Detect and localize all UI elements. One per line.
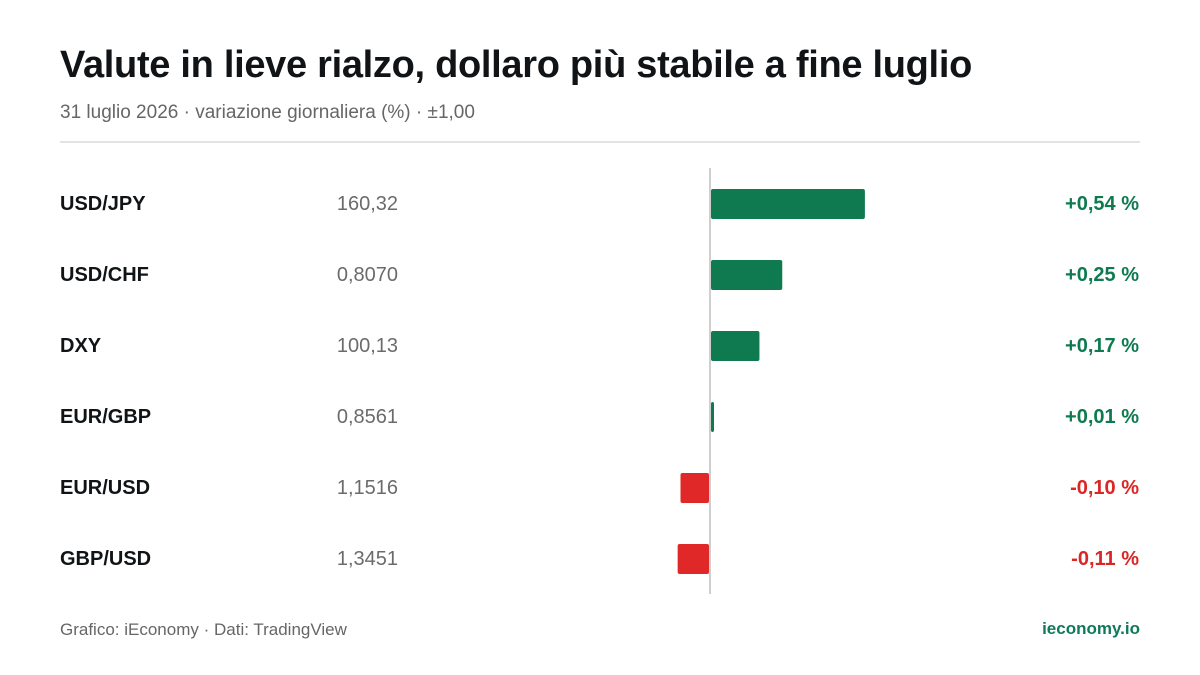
- bar: [711, 402, 714, 432]
- value-label: +0,54 %: [1065, 193, 1139, 215]
- price-label: 100,13: [337, 335, 398, 357]
- value-label: +0,25 %: [1065, 264, 1139, 286]
- value-label: +0,01 %: [1065, 406, 1139, 428]
- category-label: EUR/USD: [60, 477, 150, 499]
- site-link[interactable]: ieconomy.io: [1042, 619, 1140, 638]
- bar: [711, 189, 865, 219]
- source-credit: Grafico: iEconomy · Dati: TradingView: [60, 620, 347, 639]
- category-label: DXY: [60, 335, 102, 357]
- chart-title: Valute in lieve rialzo, dollaro più stab…: [60, 44, 972, 86]
- value-label: -0,11 %: [1071, 548, 1139, 570]
- bar: [677, 544, 709, 574]
- value-label: +0,17 %: [1065, 335, 1139, 357]
- header-divider: [60, 141, 1140, 143]
- bar: [711, 331, 760, 361]
- category-label: USD/CHF: [60, 264, 149, 286]
- bar: [711, 260, 783, 290]
- category-label: USD/JPY: [60, 193, 146, 215]
- category-label: GBP/USD: [60, 548, 151, 570]
- value-label: -0,10 %: [1070, 477, 1139, 499]
- price-label: 160,32: [337, 193, 398, 215]
- bar: [680, 473, 709, 503]
- price-label: 0,8070: [337, 264, 398, 286]
- category-label: EUR/GBP: [60, 406, 151, 428]
- chart-subtitle: 31 luglio 2026 · variazione giornaliera …: [60, 102, 475, 123]
- price-label: 0,8561: [337, 406, 398, 428]
- price-label: 1,3451: [337, 548, 398, 570]
- price-label: 1,1516: [337, 477, 398, 499]
